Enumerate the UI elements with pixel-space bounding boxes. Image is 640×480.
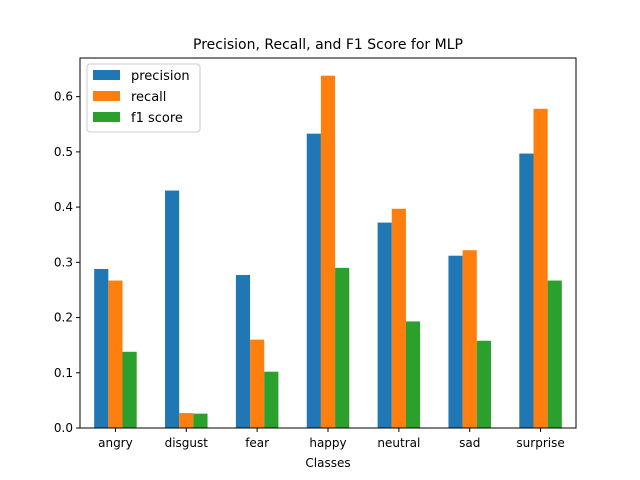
bar-recall-disgust [179, 413, 194, 428]
bar-f1-score-happy [335, 267, 350, 428]
bar-recall-angry [108, 280, 123, 428]
y-tick-label: 0.3 [54, 255, 73, 269]
y-tick-label: 0.6 [54, 90, 73, 104]
bar-recall-sad [462, 250, 477, 428]
bar-precision-fear [235, 275, 251, 428]
x-tick-label-surprise: surprise [516, 436, 564, 450]
bar-recall-surprise [533, 108, 548, 428]
bar-precision-sad [448, 255, 463, 428]
x-tick-label-neutral: neutral [377, 436, 420, 450]
x-tick-label-fear: fear [245, 436, 269, 450]
bar-f1-score-angry [122, 351, 137, 428]
legend-swatch-recall [93, 91, 120, 101]
x-axis-label: Classes [305, 456, 350, 470]
legend-label-precision: precision [131, 69, 190, 84]
legend-label-recall: recall [131, 90, 166, 105]
bar-precision-angry [94, 268, 109, 428]
chart-title: Precision, Recall, and F1 Score for MLP [193, 37, 463, 53]
bar-precision-neutral [377, 222, 392, 428]
x-tick-label-angry: angry [98, 436, 133, 450]
bar-recall-neutral [391, 208, 406, 428]
bar-recall-happy [320, 75, 336, 429]
bar-f1-score-neutral [405, 321, 421, 428]
y-tick-label: 0.4 [54, 200, 73, 214]
bar-precision-happy [306, 133, 321, 428]
legend: precision recall f1 score [86, 63, 201, 133]
legend-swatch-f1-score [93, 112, 120, 122]
x-tick-label-sad: sad [459, 436, 480, 450]
x-tick-label-happy: happy [309, 436, 346, 450]
x-axis: angry disgust fear happy neutral sad surprise [98, 428, 565, 450]
bar-f1-score-fear [264, 371, 279, 428]
bars-group [94, 75, 562, 429]
y-tick-label: 0.1 [54, 366, 73, 380]
bar-precision-disgust [165, 190, 180, 428]
x-tick-label-disgust: disgust [165, 436, 209, 450]
bar-f1-score-sad [476, 340, 491, 428]
bar-recall-fear [250, 339, 265, 428]
y-tick-label: 0.5 [54, 145, 73, 159]
y-tick-label: 0.0 [54, 421, 73, 435]
bar-precision-surprise [519, 153, 534, 429]
bar-f1-score-surprise [547, 280, 562, 428]
bar-f1-score-disgust [193, 413, 208, 428]
y-tick-label: 0.2 [54, 311, 73, 325]
legend-swatch-precision [93, 70, 120, 80]
y-axis: 0.0 0.1 0.2 0.3 0.4 0.5 0.6 [54, 90, 80, 435]
legend-label-f1-score: f1 score [131, 111, 183, 126]
